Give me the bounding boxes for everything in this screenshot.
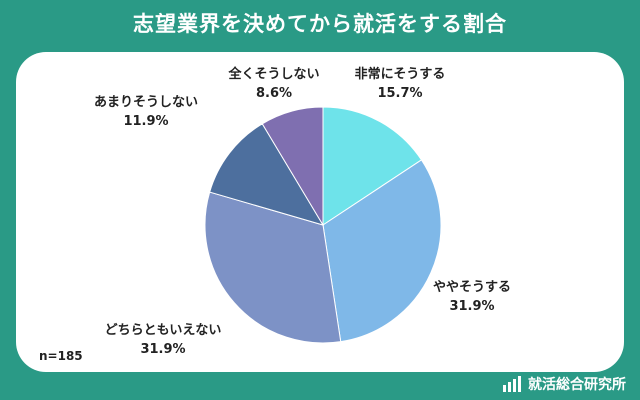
pie-slice-3 [204,191,342,344]
pie-slice-1 [322,106,423,226]
brand-logo: 就活総合研究所 [502,374,626,394]
slice-label-5: 全くそうしない [227,66,319,82]
slice-value-2: 31.9% [449,299,494,314]
pie-slice-5 [261,106,324,227]
slice-label-3: どちらともいえない [105,323,222,338]
chart-title: 志望業界を決めてから就活をする割合 [133,12,507,36]
slice-label-4: あまりそうしない [94,95,198,110]
bar-chart-icon [503,376,521,392]
pie-slice-4 [209,123,325,226]
slice-value-3: 31.9% [140,342,185,357]
slice-value-5: 8.6% [256,86,292,101]
brand-name: 就活総合研究所 [528,377,626,393]
sample-size: n=185 [39,349,83,363]
pie-slice-2 [322,159,442,343]
slice-label-2: ややそうする [433,280,511,295]
slice-value-4: 11.9% [123,114,168,129]
slice-value-1: 15.7% [377,86,422,101]
slice-label-1: 非常にそうする [355,66,446,82]
